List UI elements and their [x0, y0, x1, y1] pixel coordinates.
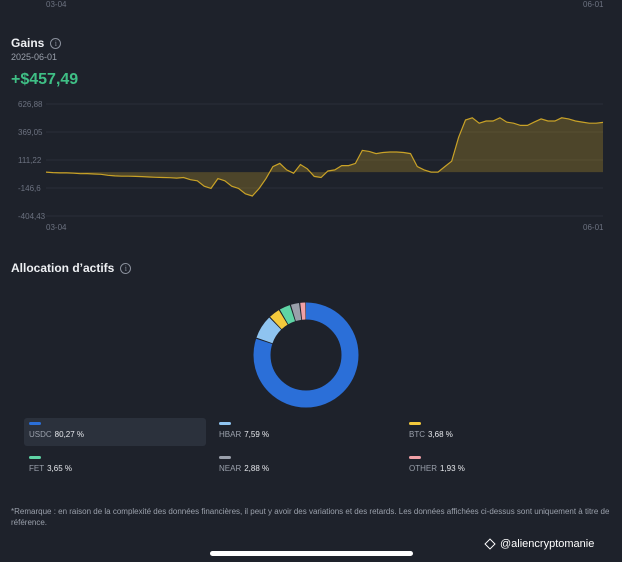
legend-item-btc[interactable]: BTC 3,68 % [404, 418, 586, 446]
y-tick-label: 111,22 [18, 156, 42, 165]
allocation-donut-chart[interactable] [252, 301, 360, 409]
top-chart-x-start-label: 03-04 [46, 0, 67, 9]
legend-asset-name: OTHER [409, 464, 437, 473]
donut-segment-usdc[interactable] [253, 302, 359, 408]
gains-title: Gains [11, 36, 45, 50]
gains-area-fill [46, 117, 603, 196]
legend-item-near[interactable]: NEAR 2,88 % [214, 452, 396, 480]
top-chart-x-end-label: 06-01 [583, 0, 604, 9]
legend-asset-name: FET [29, 464, 45, 473]
legend-asset-pct: 2,88 % [244, 464, 270, 473]
allocation-header: Allocation d’actifs i [11, 261, 132, 275]
legend-asset-pct: 7,59 % [244, 430, 270, 439]
y-tick-label: -146,6 [18, 184, 41, 193]
donut-segments [253, 302, 359, 408]
legend-asset-pct: 1,93 % [440, 464, 465, 473]
y-tick-label: -404,43 [18, 212, 46, 221]
legend-asset-name: NEAR [219, 464, 242, 473]
legend-asset-name: USDC [29, 430, 52, 439]
home-indicator-bar[interactable] [210, 551, 413, 556]
allocation-title: Allocation d’actifs [11, 261, 115, 275]
watermark: @aliencryptomanie [484, 538, 595, 550]
legend-asset-pct: 3,68 % [428, 430, 453, 439]
legend-item-hbar[interactable]: HBAR 7,59 % [214, 418, 396, 446]
y-tick-label: 369,05 [18, 128, 43, 137]
x-tick-label: 03-04 [46, 223, 67, 232]
legend-asset-pct: 3,65 % [47, 464, 73, 473]
x-tick-label: 06-01 [583, 223, 604, 232]
legend-item-usdc[interactable]: USDC 80,27 % [24, 418, 206, 446]
gains-series-line [45, 117, 604, 197]
legend-asset-name: HBAR [219, 430, 242, 439]
legend-asset-name: BTC [409, 430, 425, 439]
disclaimer-remark: *Remarque : en raison de la complexité d… [11, 507, 610, 527]
legend-item-fet[interactable]: FET 3,65 % [24, 452, 206, 480]
info-icon[interactable]: i [50, 37, 62, 49]
y-tick-label: 626,88 [18, 100, 43, 109]
legend-item-other[interactable]: OTHER 1,93 % [404, 452, 586, 480]
gains-value: +$457,49 [11, 71, 79, 88]
legend-swatch [409, 422, 421, 425]
legend-swatch [219, 456, 231, 459]
legend-swatch [29, 456, 41, 459]
gains-date: 2025-06-01 [11, 52, 58, 62]
gains-header: Gains i [11, 36, 62, 50]
legend-swatch [409, 456, 421, 459]
binance-logo-icon [484, 538, 496, 550]
watermark-handle: @aliencryptomanie [500, 538, 595, 550]
info-icon[interactable]: i [120, 262, 132, 274]
legend-asset-pct: 80,27 % [54, 430, 85, 439]
legend-swatch [219, 422, 231, 425]
legend-swatch [29, 422, 41, 425]
